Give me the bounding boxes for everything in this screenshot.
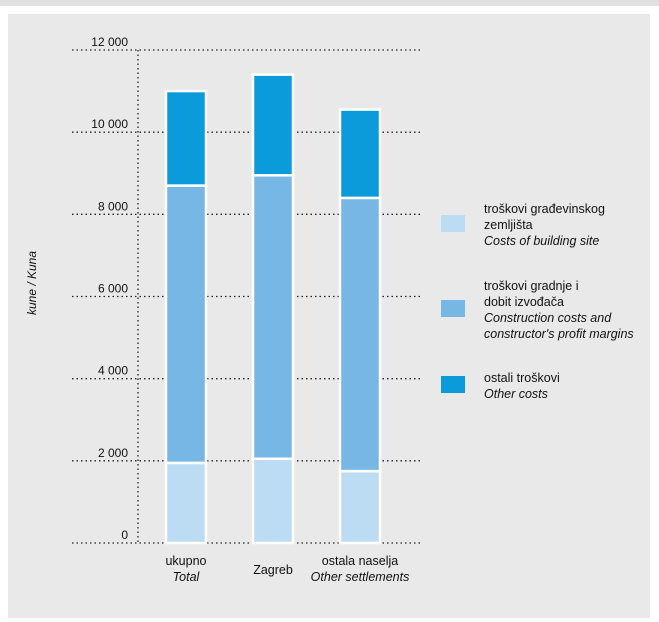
x-category-label: ostala naselja bbox=[322, 554, 398, 568]
x-category-label-en: Total bbox=[173, 570, 201, 584]
bar-segment bbox=[251, 174, 295, 461]
bar-segment bbox=[251, 457, 295, 545]
legend-label: troškovi građevinskog bbox=[484, 202, 605, 216]
bar-segment bbox=[338, 108, 382, 200]
bar-segment bbox=[251, 73, 295, 177]
legend-label-en: Costs of building site bbox=[484, 234, 599, 248]
top-divider bbox=[0, 0, 659, 6]
y-tick-label: 4 000 bbox=[98, 364, 128, 378]
x-category-label: ukupno bbox=[165, 554, 206, 568]
legend-label: ostali troškovi bbox=[484, 371, 560, 385]
legend-label: troškovi gradnje i bbox=[484, 279, 579, 293]
bar-segment bbox=[164, 89, 208, 187]
bar-segment bbox=[164, 461, 208, 545]
y-tick-label: 10 000 bbox=[91, 117, 128, 131]
legend-label-en: Construction costs and bbox=[484, 311, 612, 325]
y-tick-label: 0 bbox=[121, 528, 128, 542]
y-tick-label: 6 000 bbox=[98, 282, 128, 296]
chart-panel bbox=[8, 14, 650, 618]
legend-swatch bbox=[441, 376, 465, 393]
legend-label: zemljišta bbox=[484, 218, 533, 232]
y-tick-label: 12 000 bbox=[91, 35, 128, 49]
legend-label-en: Other costs bbox=[484, 387, 548, 401]
bar-segment bbox=[338, 469, 382, 545]
y-axis-title: kune / Kuna bbox=[25, 251, 39, 315]
legend-swatch bbox=[441, 215, 465, 232]
y-tick-label: 8 000 bbox=[98, 199, 128, 213]
bar-segment bbox=[164, 184, 208, 465]
legend-label: dobit izvođača bbox=[484, 295, 564, 309]
legend-label-en: constructor's profit margins bbox=[484, 327, 634, 341]
x-category-label-en: Other settlements bbox=[311, 570, 410, 584]
legend-swatch bbox=[441, 300, 465, 317]
y-tick-label: 2 000 bbox=[98, 446, 128, 460]
bar-segment bbox=[338, 196, 382, 473]
x-category-label: Zagreb bbox=[253, 563, 293, 577]
